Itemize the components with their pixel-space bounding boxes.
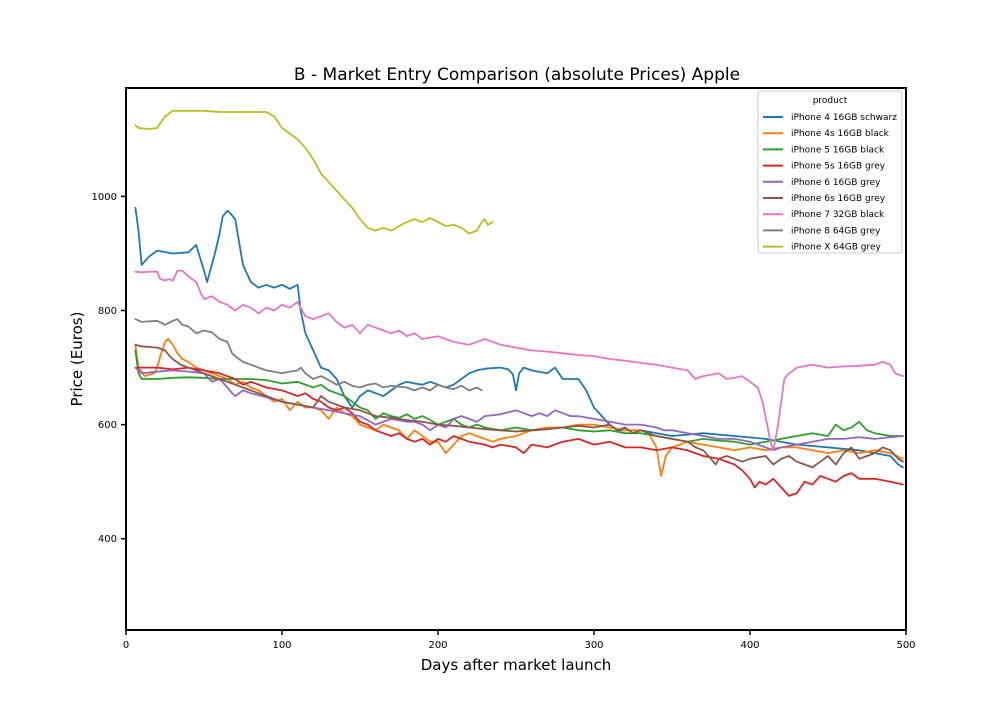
legend-entry-6: iPhone 7 32GB black bbox=[791, 210, 885, 220]
legend-entry-2: iPhone 5 16GB black bbox=[791, 145, 885, 155]
x-tick-label: 0 bbox=[123, 640, 129, 651]
x-tick-label: 400 bbox=[740, 640, 759, 651]
x-axis-ticks: 0 100 200 300 400 500 bbox=[123, 630, 916, 651]
x-tick-label: 200 bbox=[428, 640, 447, 651]
x-tick-label: 500 bbox=[896, 640, 915, 651]
series-layer bbox=[134, 109, 904, 497]
legend-entry-8: iPhone X 64GB grey bbox=[791, 243, 881, 253]
series-line-2 bbox=[134, 349, 904, 446]
y-axis-ticks: 400 600 800 1000 bbox=[92, 192, 126, 545]
series-line-1 bbox=[134, 338, 904, 477]
y-tick-label: 800 bbox=[98, 306, 117, 317]
y-tick-label: 1000 bbox=[92, 192, 117, 203]
series-line-3 bbox=[134, 366, 904, 497]
x-axis-label: Days after market launch bbox=[421, 656, 612, 674]
series-line-6 bbox=[134, 269, 904, 452]
legend-items: iPhone 4 16GB schwarz iPhone 4s 16GB blac… bbox=[763, 113, 897, 253]
legend-box bbox=[757, 90, 903, 254]
series-line-8 bbox=[134, 109, 494, 235]
y-axis-label: Price (Euros) bbox=[68, 312, 86, 407]
chart-title: B - Market Entry Comparison (absolute Pr… bbox=[294, 65, 740, 85]
y-tick-label: 400 bbox=[98, 534, 117, 545]
legend-entry-4: iPhone 6 16GB grey bbox=[791, 178, 881, 188]
legend-entry-3: iPhone 5s 16GB grey bbox=[791, 162, 886, 172]
series-line-4 bbox=[134, 366, 904, 452]
legend-entry-0: iPhone 4 16GB schwarz bbox=[791, 113, 897, 123]
x-tick-label: 300 bbox=[584, 640, 603, 651]
legend-entry-5: iPhone 6s 16GB grey bbox=[791, 194, 886, 204]
series-line-7 bbox=[134, 318, 483, 392]
legend-entry-7: iPhone 8 64GB grey bbox=[791, 226, 881, 236]
legend: product iPhone 4 16GB schwarz iPhone 4s 1… bbox=[757, 90, 903, 254]
legend-entry-1: iPhone 4s 16GB black bbox=[791, 129, 890, 139]
y-tick-label: 600 bbox=[98, 420, 117, 431]
legend-title: product bbox=[813, 96, 848, 106]
x-tick-label: 100 bbox=[272, 640, 291, 651]
series-line-5 bbox=[134, 343, 904, 469]
